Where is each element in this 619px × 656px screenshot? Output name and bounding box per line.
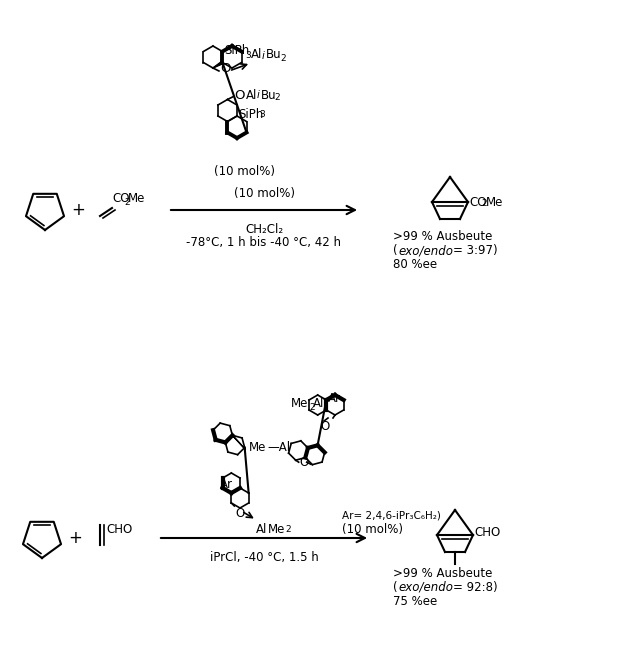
Text: 75 %ee: 75 %ee: [393, 595, 437, 608]
Text: CO: CO: [469, 195, 487, 209]
Text: (10 mol%): (10 mol%): [215, 165, 275, 178]
Text: O: O: [235, 89, 245, 102]
Text: (: (: [393, 244, 397, 257]
Polygon shape: [232, 436, 246, 449]
Text: Ar: Ar: [220, 478, 233, 491]
Text: >99 % Ausbeute: >99 % Ausbeute: [393, 567, 492, 580]
Text: Me: Me: [128, 192, 145, 205]
Text: Al: Al: [313, 397, 324, 410]
Text: 2: 2: [309, 403, 314, 412]
Text: -78°C, 1 h bis -40 °C, 42 h: -78°C, 1 h bis -40 °C, 42 h: [186, 236, 342, 249]
Text: —Al: —Al: [267, 441, 291, 454]
Text: Al: Al: [251, 48, 262, 61]
Text: = 92:8): = 92:8): [453, 581, 498, 594]
Text: 80 %ee: 80 %ee: [393, 258, 437, 271]
Text: Me: Me: [249, 441, 266, 454]
Text: O: O: [321, 420, 330, 433]
Text: exo/endo: exo/endo: [398, 244, 453, 257]
Text: CHO: CHO: [474, 527, 500, 539]
Text: (10 mol%): (10 mol%): [233, 187, 295, 200]
Text: (10 mol%): (10 mol%): [342, 523, 403, 536]
Text: CO: CO: [112, 192, 129, 205]
Text: O: O: [220, 62, 230, 75]
Text: +: +: [71, 201, 85, 219]
Text: 2: 2: [280, 54, 285, 63]
Text: Al: Al: [256, 523, 267, 536]
Text: CHO: CHO: [106, 523, 132, 536]
Text: i: i: [262, 51, 265, 61]
Text: SiPh: SiPh: [225, 45, 249, 58]
Text: Al: Al: [246, 89, 257, 102]
Text: 3: 3: [246, 51, 251, 60]
Text: 2: 2: [274, 93, 280, 102]
Text: O: O: [235, 507, 245, 520]
Text: i: i: [256, 91, 259, 100]
Text: >99 % Ausbeute: >99 % Ausbeute: [393, 230, 492, 243]
Text: exo/endo: exo/endo: [398, 581, 453, 594]
Text: 2: 2: [481, 199, 487, 209]
Text: iPrCl, -40 °C, 1.5 h: iPrCl, -40 °C, 1.5 h: [210, 551, 318, 564]
Text: Bu: Bu: [266, 48, 282, 61]
Text: Ar: Ar: [328, 392, 341, 405]
Text: = 3:97): = 3:97): [453, 244, 498, 257]
Text: Me: Me: [486, 195, 503, 209]
Text: Me: Me: [269, 523, 286, 536]
Text: 2: 2: [285, 525, 291, 534]
Text: 2: 2: [124, 198, 129, 207]
Text: Me: Me: [291, 397, 308, 410]
Text: SiPh: SiPh: [238, 108, 263, 121]
Text: CH₂Cl₂: CH₂Cl₂: [245, 223, 283, 236]
Polygon shape: [213, 62, 223, 68]
Text: Ar= 2,4,6-iPr₃C₆H₂): Ar= 2,4,6-iPr₃C₆H₂): [342, 510, 441, 520]
Text: Bu: Bu: [261, 89, 276, 102]
Text: O: O: [300, 456, 309, 468]
Text: +: +: [68, 529, 82, 547]
Text: 3: 3: [259, 110, 265, 119]
Text: (: (: [393, 581, 397, 594]
